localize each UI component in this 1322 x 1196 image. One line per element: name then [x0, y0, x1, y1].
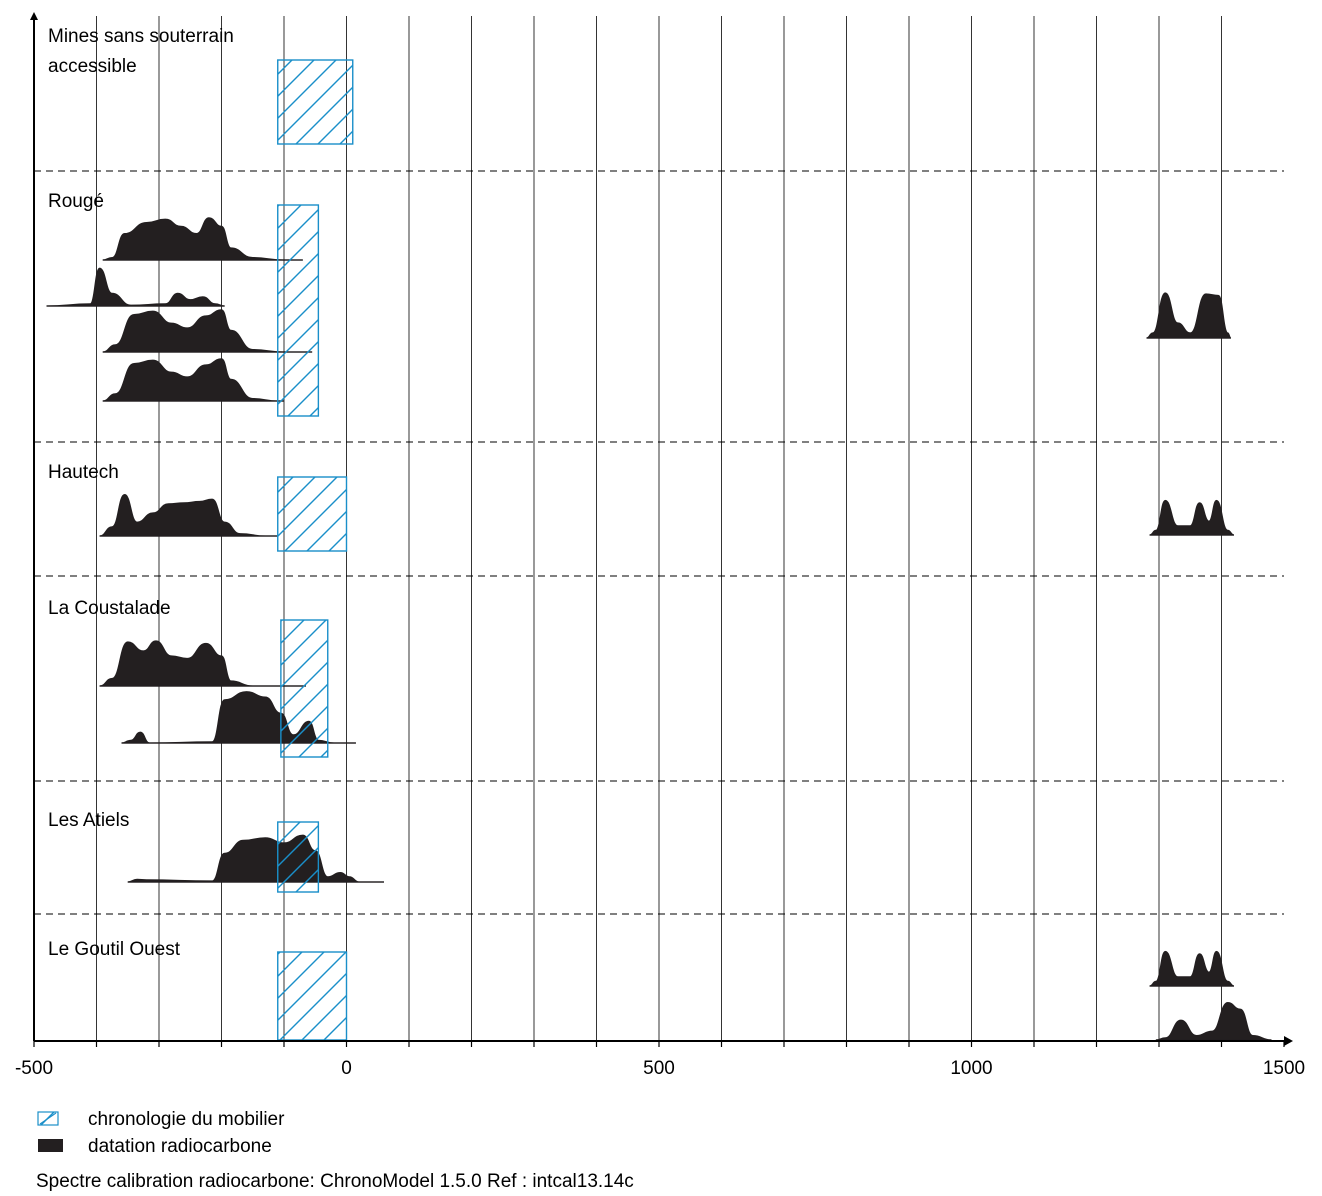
site-label: Rougé [48, 191, 104, 212]
legend: chronologie du mobilier datation radiocar… [36, 1109, 634, 1192]
mobilier-range-2 [277, 476, 348, 552]
density-2-0 [99, 493, 278, 537]
y-axis-arrow [30, 12, 38, 20]
site-label: La Coustalade [48, 598, 171, 619]
mobilier-range-4 [277, 821, 320, 893]
density-1-3 [102, 358, 284, 402]
legend-label: chronologie du mobilier [88, 1109, 285, 1130]
density-1-1 [46, 267, 225, 307]
density-3-0 [99, 640, 306, 687]
axes: -500 0 500 1000 1500 [15, 12, 1305, 1079]
row-separators [34, 170, 1284, 915]
x-tick-label: 1500 [1263, 1058, 1305, 1079]
mobilier-range-1 [277, 204, 320, 417]
legend-swatch-solid [38, 1139, 63, 1152]
density-1-4 [1146, 292, 1232, 339]
x-tick-label: 1000 [950, 1058, 992, 1079]
site-label: Le Goutil Ouest [48, 939, 181, 960]
density-1-2 [102, 309, 313, 353]
x-tick-label: 0 [341, 1058, 352, 1079]
mobilier-range-5 [277, 951, 348, 1041]
density-5-1 [1155, 1001, 1272, 1041]
x-tick-label: 500 [643, 1058, 675, 1079]
mobilier-ranges [277, 59, 354, 1041]
legend-label: datation radiocarbone [88, 1136, 272, 1157]
mobilier-range-0 [277, 59, 354, 145]
x-tick-label: -500 [15, 1058, 53, 1079]
site-labels: Mines sans souterrain accessible Rougé Haut… [48, 26, 234, 960]
site-label: accessible [48, 56, 137, 77]
legend-swatch-hatch-line [39, 1112, 57, 1125]
site-label: Mines sans souterrain [48, 26, 234, 47]
site-label: Hautech [48, 462, 119, 483]
site-label: Les Atiels [48, 810, 129, 831]
mobilier-range-3 [280, 619, 329, 758]
density-1-0 [102, 217, 303, 261]
density-4-0 [127, 834, 384, 883]
x-axis-arrow [1284, 1036, 1293, 1046]
density-2-1 [1149, 499, 1235, 536]
grid [96, 16, 1222, 1041]
density-5-0 [1149, 950, 1235, 987]
footnote: Spectre calibration radiocarbone: Chrono… [36, 1171, 634, 1192]
